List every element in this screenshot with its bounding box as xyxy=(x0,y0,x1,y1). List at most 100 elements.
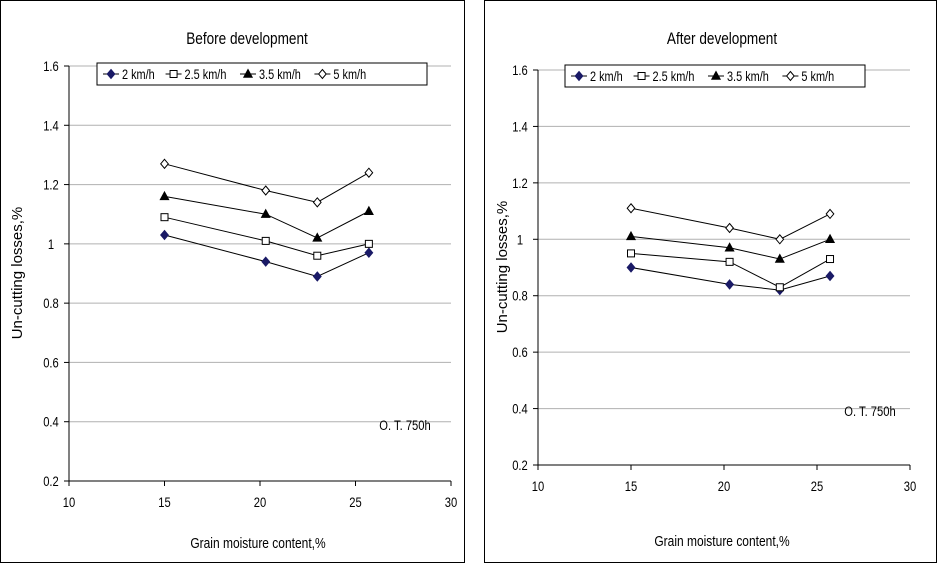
y-tick-label: 1 xyxy=(517,232,523,247)
data-point xyxy=(627,249,635,258)
data-point xyxy=(261,185,271,196)
series-line xyxy=(164,216,369,257)
chart-panel-after: 0.2 0.4 0.6 0.8 1 1.2 1.4 1.6 10 15 20 25 30 After de… xyxy=(484,0,938,563)
legend: 2 km/h 2.5 km/h 3.5 km/h 5 km/h xyxy=(564,64,866,88)
legend-item: 2.5 km/h xyxy=(165,67,227,83)
legend-item: 2.5 km/h xyxy=(633,69,695,85)
data-point xyxy=(312,197,322,208)
data-point xyxy=(313,251,322,260)
data-point xyxy=(363,205,374,215)
legend-marker xyxy=(317,68,327,80)
series-3 xyxy=(625,230,836,263)
data-point xyxy=(312,232,323,242)
data-point xyxy=(364,167,374,178)
data-point xyxy=(626,262,636,273)
gridlines xyxy=(538,69,910,410)
series-line xyxy=(630,207,831,240)
series-line xyxy=(630,235,831,260)
legend-marker xyxy=(637,72,646,80)
y-tick-label: 1.6 xyxy=(512,63,528,78)
x-tick-label: 10 xyxy=(63,495,75,510)
y-tick-label: 0.2 xyxy=(43,474,59,489)
gridlines xyxy=(69,65,451,423)
annotation-text: O. T. 750h xyxy=(844,404,895,419)
series-line xyxy=(164,163,370,203)
y-tick-label: 1.4 xyxy=(43,118,59,133)
data-point xyxy=(261,236,270,245)
legend-item: 3.5 km/h xyxy=(239,67,301,83)
y-tick-label: 0.4 xyxy=(512,401,528,416)
data-point xyxy=(826,255,835,264)
data-point xyxy=(261,256,271,267)
series-1 xyxy=(626,262,835,296)
data-point xyxy=(725,257,734,266)
x-axis-label: Grain moisture content,% xyxy=(190,535,325,552)
x-tick-label: 30 xyxy=(904,479,916,494)
y-tick-label: 0.2 xyxy=(512,458,528,473)
legend-item: 2 km/h xyxy=(103,67,155,83)
y-axis-label: Un-cutting losses,% xyxy=(9,207,26,340)
x-tick-label: 20 xyxy=(254,495,266,510)
legend-label: 2 km/h xyxy=(122,67,155,83)
series-1 xyxy=(160,229,374,282)
y-tick-label: 0.6 xyxy=(43,355,59,370)
data-point xyxy=(774,253,785,263)
x-tick-label: 30 xyxy=(445,495,457,510)
data-point xyxy=(260,208,271,218)
data-point xyxy=(312,271,322,282)
series-2 xyxy=(627,249,835,292)
chart-before-development: 0.2 0.4 0.6 0.8 1 1.2 1.4 1.6 10 15 20 25 30 Before d… xyxy=(0,0,465,563)
legend-label: 3.5 km/h xyxy=(727,69,769,85)
chart-panel-before: 0.2 0.4 0.6 0.8 1 1.2 1.4 1.6 10 15 20 25 30 Before d… xyxy=(0,0,466,563)
legend-marker xyxy=(785,70,795,82)
series-3 xyxy=(159,190,374,242)
y-axis-label: Un-cutting losses,% xyxy=(494,201,511,334)
series-line xyxy=(164,234,370,277)
legend-item: 3.5 km/h xyxy=(707,69,769,85)
data-point xyxy=(625,230,637,241)
x-tick-label: 20 xyxy=(718,479,730,494)
chart-after-development: 0.2 0.4 0.6 0.8 1 1.2 1.4 1.6 10 15 20 25 30 After de… xyxy=(484,0,937,563)
data-point xyxy=(724,242,735,252)
y-tick-label: 1.6 xyxy=(43,59,59,74)
chart-title: Before development xyxy=(186,30,308,49)
data-point xyxy=(159,190,170,201)
x-axis-label: Grain moisture content,% xyxy=(654,533,789,550)
legend-label: 5 km/h xyxy=(333,67,366,83)
legend-label: 2.5 km/h xyxy=(653,69,695,85)
y-tick-label: 1.2 xyxy=(512,176,528,191)
data-point xyxy=(825,208,835,220)
legend-marker xyxy=(574,70,584,82)
data-point xyxy=(160,229,169,241)
legend-marker xyxy=(169,70,178,78)
data-point xyxy=(160,213,169,222)
legend-item: 2 km/h xyxy=(571,69,623,84)
data-point xyxy=(364,247,374,259)
y-tick-label: 1 xyxy=(48,237,54,252)
y-tick-label: 1.4 xyxy=(512,119,528,134)
data-point xyxy=(725,279,735,290)
x-tick-label: 25 xyxy=(811,479,823,494)
legend-item: 5 km/h xyxy=(314,67,366,83)
x-tick-label: 15 xyxy=(158,495,170,510)
legend-item: 5 km/h xyxy=(782,69,834,85)
y-tick-label: 0.8 xyxy=(43,296,59,311)
x-tick-label: 15 xyxy=(625,479,637,494)
series-line xyxy=(630,252,831,288)
data-point xyxy=(824,233,836,243)
legend-box xyxy=(96,62,428,86)
series-line xyxy=(164,195,370,239)
data-point xyxy=(626,202,636,214)
data-point xyxy=(725,222,735,234)
data-point xyxy=(825,270,835,282)
annotation-text: O. T. 750h xyxy=(379,418,430,433)
series-2 xyxy=(160,213,373,260)
legend-label: 2.5 km/h xyxy=(185,67,227,83)
series-line xyxy=(630,267,831,291)
legend-label: 5 km/h xyxy=(801,69,834,85)
y-tick-label: 0.8 xyxy=(512,289,528,304)
legend-label: 3.5 km/h xyxy=(259,67,301,83)
legend-marker xyxy=(710,70,722,80)
series-4 xyxy=(160,158,374,208)
legend-marker xyxy=(242,68,254,78)
